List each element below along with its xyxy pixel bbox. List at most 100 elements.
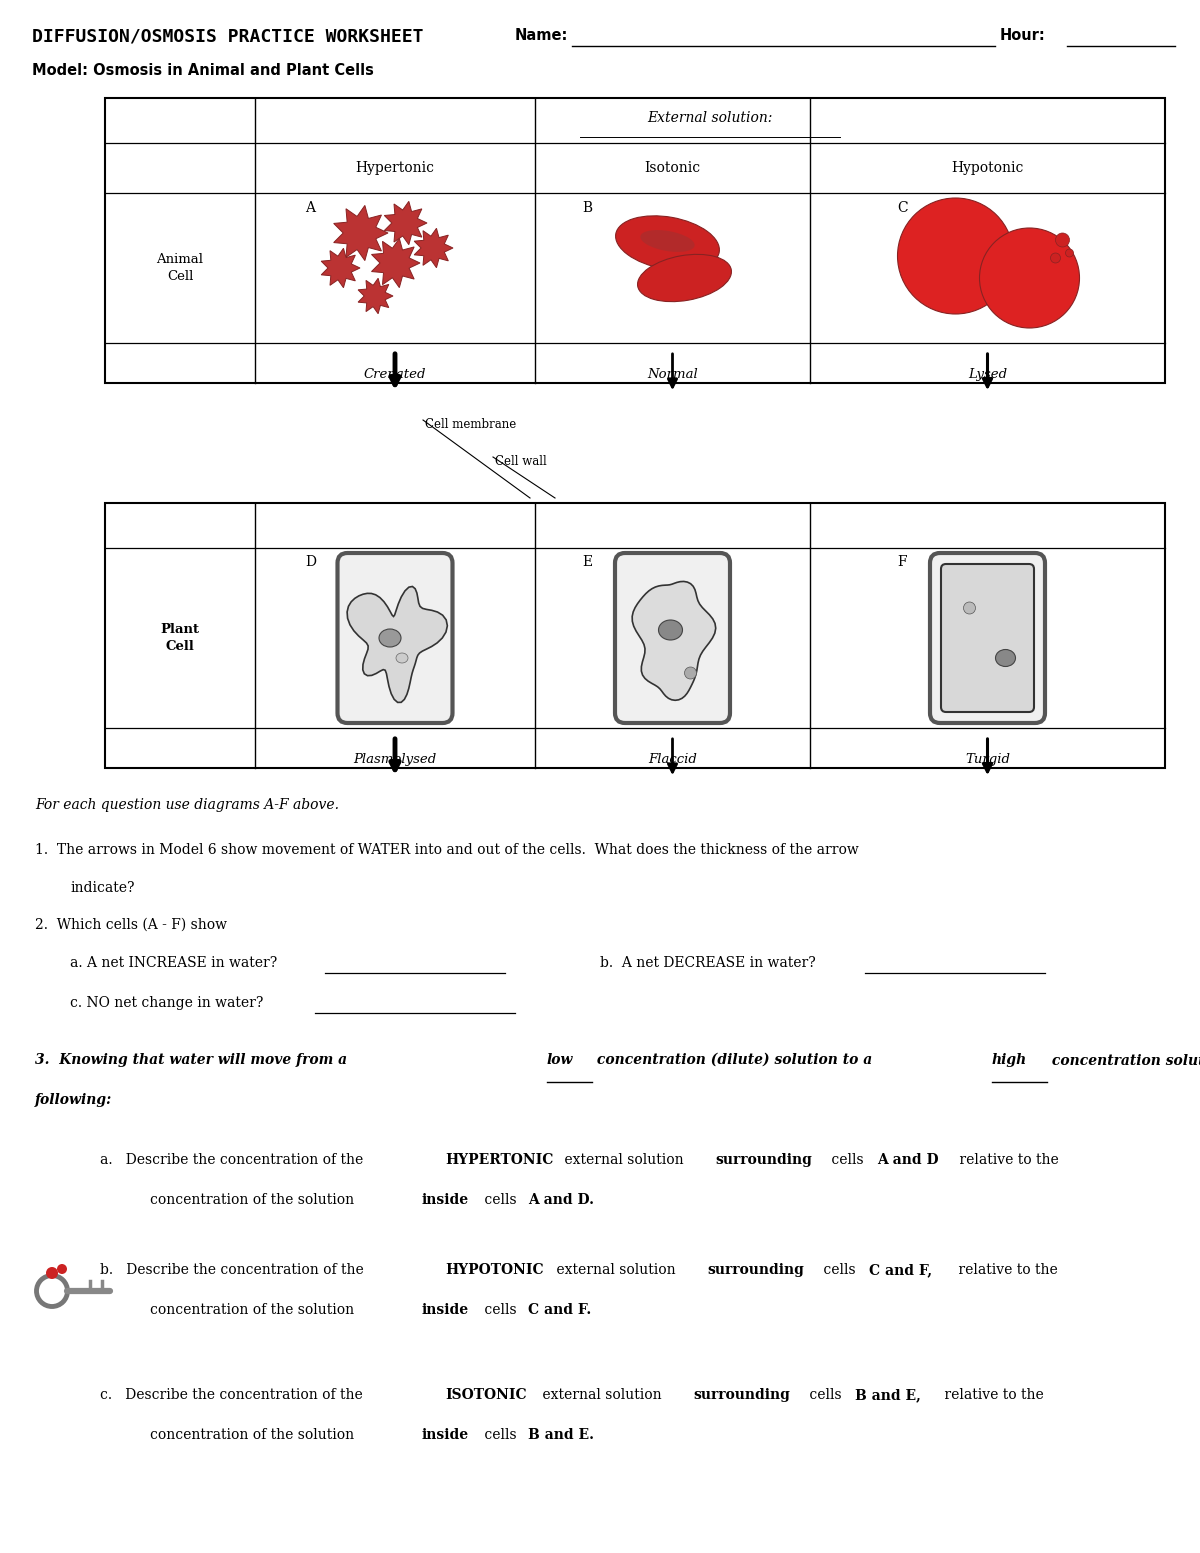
Text: cells: cells: [480, 1303, 521, 1317]
Polygon shape: [322, 248, 360, 287]
Circle shape: [1066, 248, 1074, 256]
Ellipse shape: [379, 629, 401, 648]
Text: surrounding: surrounding: [707, 1263, 804, 1277]
Bar: [106, 98, 1165, 384]
Text: inside: inside: [422, 1429, 469, 1443]
Text: Hypotonic: Hypotonic: [952, 162, 1024, 175]
Circle shape: [684, 666, 696, 679]
Bar: [106, 503, 1165, 769]
Text: cells: cells: [820, 1263, 860, 1277]
Text: Isotonic: Isotonic: [644, 162, 701, 175]
Text: cells: cells: [805, 1388, 846, 1402]
Text: following:: following:: [35, 1093, 113, 1107]
Text: HYPERTONIC: HYPERTONIC: [445, 1152, 553, 1166]
Text: A: A: [305, 200, 314, 214]
Text: c. NO net change in water?: c. NO net change in water?: [70, 995, 263, 1009]
Circle shape: [1050, 253, 1061, 262]
Text: DIFFUSION/OSMOSIS PRACTICE WORKSHEET: DIFFUSION/OSMOSIS PRACTICE WORKSHEET: [32, 28, 424, 47]
Text: b.  A net DECREASE in water?: b. A net DECREASE in water?: [600, 957, 816, 971]
Text: D: D: [305, 554, 316, 568]
Text: Cell wall: Cell wall: [496, 455, 547, 467]
Text: cells: cells: [480, 1193, 521, 1207]
Text: C: C: [898, 200, 908, 214]
Ellipse shape: [637, 255, 732, 301]
Text: concentration of the solution: concentration of the solution: [150, 1429, 359, 1443]
Polygon shape: [372, 238, 420, 287]
Text: Hypertonic: Hypertonic: [355, 162, 434, 175]
Circle shape: [898, 197, 1014, 314]
Text: cells: cells: [480, 1429, 521, 1443]
Text: relative to the: relative to the: [954, 1263, 1057, 1277]
Text: Name:: Name:: [515, 28, 569, 43]
Text: Plant
Cell: Plant Cell: [161, 623, 199, 652]
Text: external solution: external solution: [552, 1263, 680, 1277]
Text: external solution: external solution: [538, 1388, 666, 1402]
Text: B and E.: B and E.: [528, 1429, 594, 1443]
Circle shape: [58, 1264, 67, 1273]
Polygon shape: [384, 202, 427, 245]
Text: ISOTONIC: ISOTONIC: [445, 1388, 527, 1402]
Polygon shape: [358, 278, 394, 314]
Text: Crenated: Crenated: [364, 368, 426, 380]
Text: B: B: [582, 200, 593, 214]
Text: External solution:: External solution:: [647, 112, 773, 126]
Text: A and D: A and D: [877, 1152, 938, 1166]
Ellipse shape: [996, 649, 1015, 666]
Text: a. A net INCREASE in water?: a. A net INCREASE in water?: [70, 957, 277, 971]
Text: concentration (dilute) solution to a: concentration (dilute) solution to a: [592, 1053, 877, 1067]
Text: F: F: [898, 554, 907, 568]
Text: external solution: external solution: [560, 1152, 688, 1166]
FancyBboxPatch shape: [941, 564, 1034, 711]
Text: relative to the: relative to the: [940, 1388, 1044, 1402]
Text: low: low: [547, 1053, 574, 1067]
Text: Lysed: Lysed: [968, 368, 1007, 380]
Text: cells: cells: [827, 1152, 868, 1166]
Text: inside: inside: [422, 1193, 469, 1207]
Text: 3.  ​Knowing that water will move from a: 3. ​Knowing that water will move from a: [35, 1053, 352, 1067]
Text: indicate?: indicate?: [70, 881, 134, 895]
FancyBboxPatch shape: [337, 553, 452, 724]
Text: surrounding: surrounding: [694, 1388, 790, 1402]
Text: Model: Osmosis in Animal and Plant Cells: Model: Osmosis in Animal and Plant Cells: [32, 64, 374, 78]
Text: Hour:: Hour:: [1000, 28, 1045, 43]
Ellipse shape: [641, 230, 695, 252]
Text: concentration solution, answer the: concentration solution, answer the: [1046, 1053, 1200, 1067]
Text: Animal
Cell: Animal Cell: [156, 253, 204, 283]
Text: Cell membrane: Cell membrane: [425, 418, 516, 432]
Ellipse shape: [616, 216, 719, 270]
Text: concentration of the solution: concentration of the solution: [150, 1193, 359, 1207]
Ellipse shape: [396, 652, 408, 663]
Circle shape: [979, 228, 1080, 328]
Text: surrounding: surrounding: [715, 1152, 812, 1166]
Polygon shape: [347, 587, 448, 702]
FancyBboxPatch shape: [616, 553, 730, 724]
Text: 1.  The arrows in Model 6 show movement of WATER into and out of the cells.  Wha: 1. The arrows in Model 6 show movement o…: [35, 843, 859, 857]
Circle shape: [964, 603, 976, 613]
Polygon shape: [632, 581, 715, 700]
Text: HYPOTONIC: HYPOTONIC: [445, 1263, 544, 1277]
Text: b.   Describe the concentration of the: b. Describe the concentration of the: [100, 1263, 368, 1277]
Ellipse shape: [659, 620, 683, 640]
Text: inside: inside: [422, 1303, 469, 1317]
Text: C and F.: C and F.: [528, 1303, 592, 1317]
Text: concentration of the solution: concentration of the solution: [150, 1303, 359, 1317]
Text: C and F,: C and F,: [869, 1263, 932, 1277]
Text: E: E: [582, 554, 593, 568]
FancyBboxPatch shape: [930, 553, 1045, 724]
Circle shape: [1056, 233, 1069, 247]
Text: Flaccid: Flaccid: [648, 753, 697, 766]
Text: c.   Describe the concentration of the: c. Describe the concentration of the: [100, 1388, 367, 1402]
Text: A and D.: A and D.: [528, 1193, 594, 1207]
Circle shape: [46, 1267, 58, 1280]
Text: relative to the: relative to the: [955, 1152, 1058, 1166]
Text: For each question use diagrams A-F above.: For each question use diagrams A-F above…: [35, 798, 340, 812]
Polygon shape: [334, 205, 388, 261]
Text: a.   Describe the concentration of the: a. Describe the concentration of the: [100, 1152, 367, 1166]
Text: high: high: [992, 1053, 1027, 1067]
Text: Normal: Normal: [647, 368, 698, 380]
Text: 2.  Which cells (A - F) show: 2. Which cells (A - F) show: [35, 918, 227, 932]
Polygon shape: [414, 228, 454, 267]
Text: Plasmolysed: Plasmolysed: [353, 753, 437, 766]
Text: Turgid: Turgid: [965, 753, 1010, 766]
Text: B and E,: B and E,: [856, 1388, 920, 1402]
